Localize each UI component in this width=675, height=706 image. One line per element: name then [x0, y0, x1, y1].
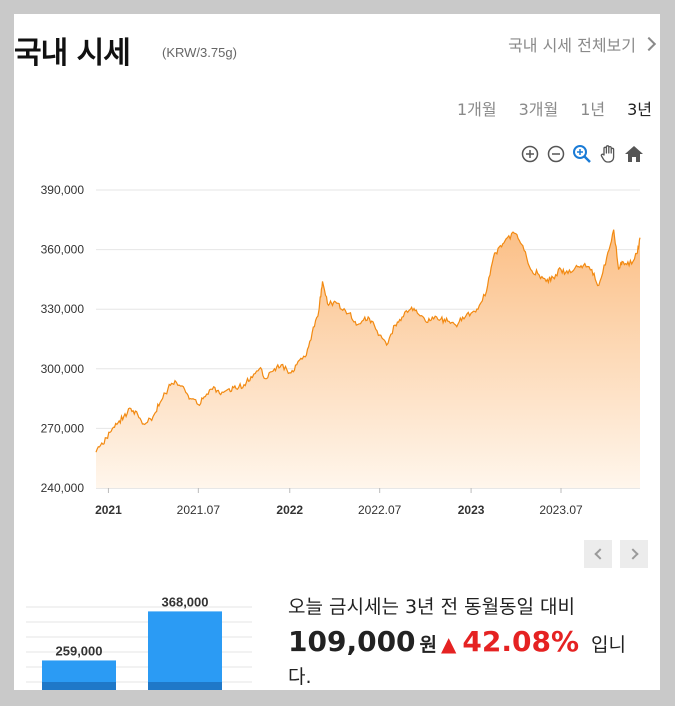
view-all-link[interactable]: 국내 시세 전체보기	[508, 32, 657, 56]
x-tick-label: 2023	[458, 503, 485, 517]
summary-change: 109,000 원 ▲ 42.08% 입니다.	[288, 626, 648, 690]
price-summary: 오늘 금시세는 3년 전 동월동일 대비 109,000 원 ▲ 42.08% 입니다.	[288, 594, 648, 690]
y-axis: 240,000 270,000 300,000 330,000 360,000 390,0…	[41, 183, 85, 495]
chart-toolbar	[520, 144, 644, 164]
home-icon[interactable]	[624, 144, 644, 164]
chart-navigation	[584, 540, 648, 568]
mini-bar-base	[42, 682, 116, 690]
y-tick-label: 390,000	[41, 183, 85, 197]
y-tick-label: 270,000	[41, 421, 85, 435]
price-line	[95, 229, 641, 453]
gold-price-panel: 국내 시세 (KRW/3.75g) 국내 시세 전체보기 1개월 3개월 1년 …	[14, 14, 660, 690]
price-unit: (KRW/3.75g)	[162, 45, 237, 60]
x-tick-label: 2021	[95, 503, 122, 517]
page-title: 국내 시세	[14, 36, 131, 71]
period-1m[interactable]: 1개월	[456, 100, 497, 119]
zoom-in-icon[interactable]	[520, 144, 540, 164]
period-1y[interactable]: 1년	[580, 100, 606, 119]
x-tick-label: 2021.07	[177, 503, 221, 517]
x-tick-label: 2023.07	[539, 503, 583, 517]
period-3m[interactable]: 3개월	[518, 100, 559, 119]
y-tick-label: 240,000	[41, 481, 85, 495]
summary-tail: 입니다.	[288, 634, 626, 688]
period-selector: 1개월 3개월 1년 3년	[457, 96, 652, 120]
next-button[interactable]	[620, 540, 648, 568]
mini-bars: 259,000 368,000	[42, 597, 222, 690]
x-tick-label: 2022.07	[358, 503, 402, 517]
change-unit: 원	[419, 634, 438, 656]
chevron-right-icon	[626, 548, 639, 560]
zoom-out-icon[interactable]	[546, 144, 566, 164]
x-axis: 2021 2021.07 2022 2022.07 2023 2023.07	[95, 488, 583, 517]
comparison-bar-chart: 259,000 368,000	[26, 597, 252, 690]
mini-bar-label: 259,000	[56, 643, 103, 658]
mini-bar-label: 368,000	[162, 597, 209, 609]
chevron-right-icon	[641, 36, 657, 52]
up-arrow-icon: ▲	[441, 632, 457, 656]
view-all-label: 국내 시세 전체보기	[508, 36, 636, 55]
y-tick-label: 330,000	[41, 302, 85, 316]
x-tick-label: 2022	[276, 503, 303, 517]
mini-bar	[148, 611, 222, 690]
gold-price-chart: 240,000 270,000 300,000 330,000 360,000 390,0…	[41, 183, 641, 517]
mini-bar-base	[148, 682, 222, 690]
chevron-left-icon	[593, 548, 606, 560]
change-percent: 42.08%	[462, 625, 580, 658]
pan-hand-icon[interactable]	[598, 144, 618, 164]
summary-text: 오늘 금시세는 3년 전 동월동일 대비	[288, 596, 576, 618]
period-3y[interactable]: 3년	[627, 100, 652, 119]
prev-button[interactable]	[584, 540, 612, 568]
price-area	[96, 229, 640, 488]
magnify-icon[interactable]	[572, 144, 592, 164]
y-tick-label: 360,000	[41, 243, 85, 257]
change-amount: 109,000	[288, 625, 416, 658]
y-tick-label: 300,000	[41, 362, 85, 376]
